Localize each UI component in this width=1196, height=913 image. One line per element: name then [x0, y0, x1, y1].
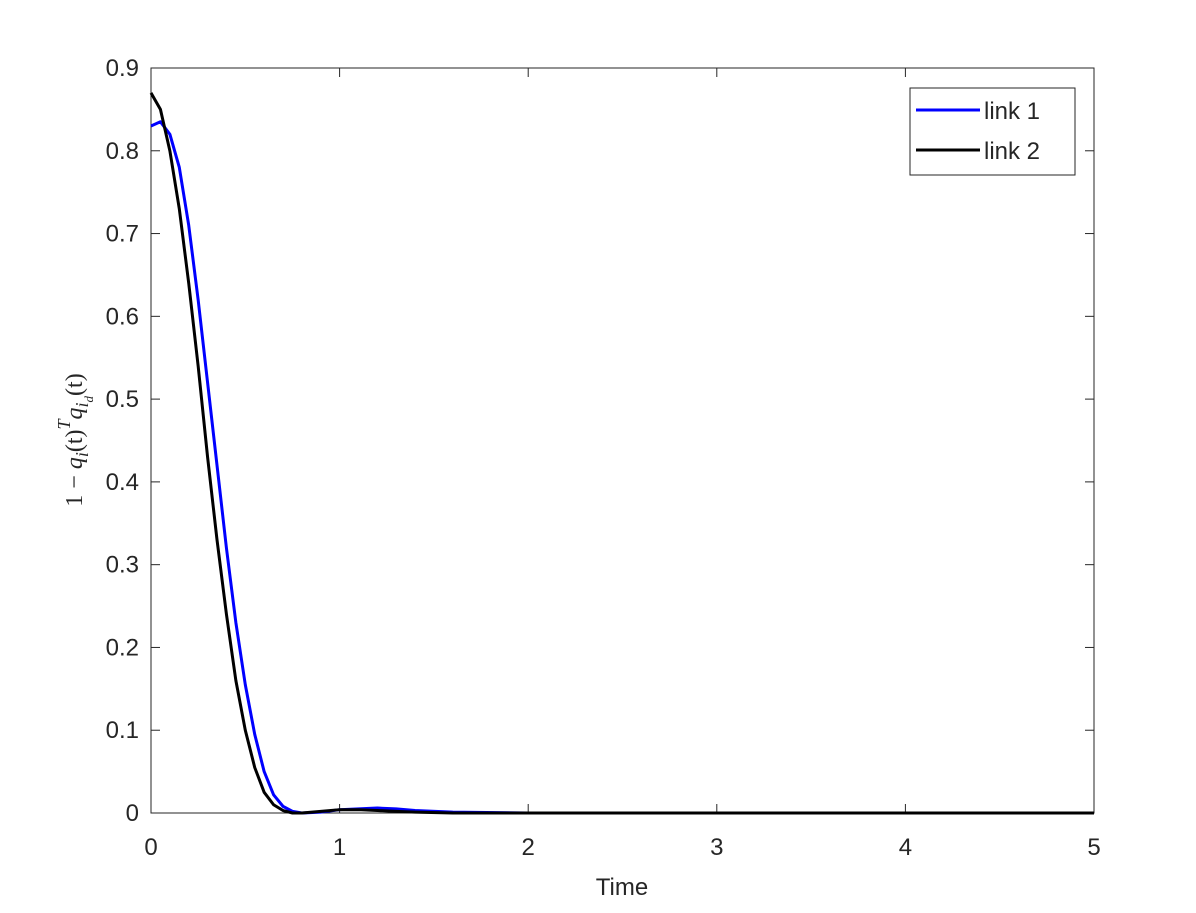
legend-box [909, 87, 1076, 176]
y-label-part: q [62, 457, 88, 469]
y-axis-label: 1 − qi(t)Tqid(t) [54, 373, 96, 506]
y-label-part: T [54, 417, 74, 429]
y-tick-label: 0.8 [106, 138, 139, 165]
y-label-part: d [81, 395, 96, 402]
legend-label: link 1 [984, 98, 1040, 125]
x-tick-label: 2 [522, 834, 535, 861]
y-tick-label: 0.7 [106, 221, 139, 248]
x-tick-label: 0 [144, 834, 157, 861]
x-tick-label: 3 [710, 834, 723, 861]
y-label-part: 1 − [62, 469, 88, 507]
y-tick-label: 0.3 [106, 552, 139, 579]
y-label-part: i [72, 402, 92, 407]
x-tick-label: 4 [899, 834, 912, 861]
x-axis-label: Time [596, 874, 648, 901]
y-tick-label: 0.6 [106, 303, 139, 330]
data-line [149, 92, 1094, 815]
y-tick-label: 0.9 [106, 55, 139, 82]
y-tick-label: 0.2 [106, 634, 139, 661]
y-label-part: (t) [62, 429, 88, 452]
x-tick-label: 1 [333, 834, 346, 861]
y-tick-label: 0.4 [106, 469, 139, 496]
y-label-part: (t) [62, 373, 88, 396]
data-line [150, 120, 1094, 815]
y-label-part: q [62, 407, 88, 419]
y-label-part: i [72, 452, 92, 457]
y-tick-label: 0.1 [106, 717, 139, 744]
y-tick-label: 0 [126, 800, 139, 827]
y-tick-label: 0.5 [106, 386, 139, 413]
legend-label: link 2 [984, 138, 1040, 165]
x-tick-label: 5 [1087, 834, 1100, 861]
plot-area [150, 67, 1095, 814]
